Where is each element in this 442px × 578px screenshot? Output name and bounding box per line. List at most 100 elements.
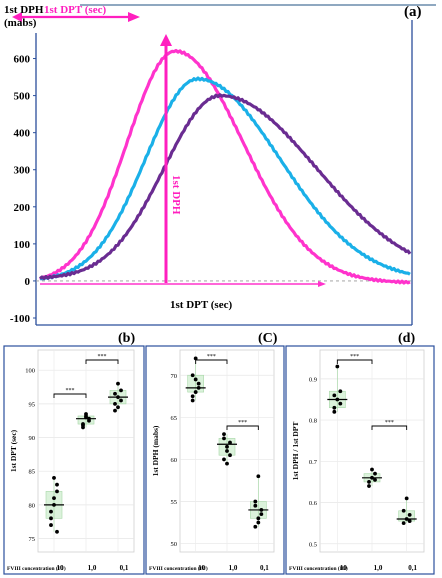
category-label: 1,0 xyxy=(88,564,97,572)
data-point xyxy=(401,508,406,513)
data-point xyxy=(84,414,88,418)
data-point xyxy=(253,499,258,504)
data-point xyxy=(407,512,412,517)
significance-bracket xyxy=(195,359,228,364)
data-point xyxy=(119,388,123,393)
ytick-label: 80 xyxy=(29,502,36,509)
vertical-arrow-label: 1st DPH xyxy=(170,175,182,215)
panel-b: 100 95 90 85 80 75 1st DPT (sec) FVIII concentr… xyxy=(3,345,145,575)
data-point xyxy=(52,496,56,501)
ytick-label: 60 xyxy=(171,457,178,464)
panel-a-label: (a) xyxy=(404,4,422,20)
data-point xyxy=(222,457,226,462)
data-point xyxy=(256,474,261,479)
data-point xyxy=(225,449,229,453)
panel-a-ytick-label: -100 xyxy=(10,313,31,325)
box-panels: 100 95 90 85 80 75 1st DPT (sec) FVIII concentr… xyxy=(3,345,435,575)
category-label: 10 xyxy=(57,564,65,572)
xlabel-title: FVIII concentration (IU) xyxy=(289,565,348,572)
data-point xyxy=(256,516,261,521)
data-point xyxy=(404,496,409,501)
ytick-label: 55 xyxy=(171,499,178,506)
data-point xyxy=(49,523,53,527)
category-label: 1,0 xyxy=(229,564,238,572)
data-point xyxy=(259,512,264,517)
panel-a-ytick-label: 100 xyxy=(14,239,31,251)
data-point xyxy=(55,529,59,534)
panel-a-y-ticks: 600 500 400 300 200 100 0 -100 xyxy=(10,54,412,325)
data-point xyxy=(113,391,117,396)
data-point xyxy=(193,390,198,394)
panel-a-ytick-label: 500 xyxy=(14,91,31,103)
top-arrow-tail xyxy=(12,12,22,22)
panel-a-curve-1 xyxy=(39,48,411,285)
data-point xyxy=(335,364,340,369)
panel-a-ytick-label: 300 xyxy=(14,165,31,177)
ytick-label: 0.7 xyxy=(309,459,318,466)
data-point xyxy=(332,393,337,398)
xlabel-title: FVIII concentration (IU) xyxy=(149,565,208,572)
xlabel-title: FVIII concentration (IU) xyxy=(7,565,66,572)
data-point xyxy=(228,440,232,445)
panel-a-ytick-label: 0 xyxy=(25,276,31,288)
panel-a-ytick-label: 400 xyxy=(14,128,31,140)
data-point xyxy=(49,516,53,521)
data-point xyxy=(370,467,374,472)
significance-bracket xyxy=(53,393,87,398)
ytick-label: 65 xyxy=(171,415,178,422)
ytick-label: 0.6 xyxy=(309,500,318,507)
panel-c-label: (C) xyxy=(258,331,278,346)
data-point xyxy=(338,401,343,406)
significance-label: *** xyxy=(238,420,247,426)
data-point xyxy=(55,482,59,487)
data-point xyxy=(55,489,59,494)
significance-bracket xyxy=(371,425,408,430)
significance-label: *** xyxy=(207,354,216,360)
top-arrow-head xyxy=(128,12,140,22)
data-point xyxy=(116,381,120,386)
data-point xyxy=(373,471,377,476)
data-point xyxy=(190,373,195,378)
data-point xyxy=(113,408,117,413)
panel-a-ylabel-line1: 1st DPH xyxy=(4,4,44,16)
baseline-arrow-head xyxy=(318,281,326,287)
panel-a-curves xyxy=(39,48,412,285)
data-point xyxy=(49,509,53,514)
panel-c: 70 65 60 55 50 1st DPH (mabs) FVIII concentrat… xyxy=(145,345,285,575)
ytick-label: 100 xyxy=(25,368,35,375)
significance-bracket xyxy=(336,359,373,364)
panel-a-xlabel: 1st DPT (sec) xyxy=(170,299,232,311)
data-point xyxy=(222,436,226,441)
significance-bracket xyxy=(226,425,259,430)
data-point xyxy=(225,444,229,449)
panel-frame xyxy=(285,345,435,575)
data-point xyxy=(193,356,198,361)
data-point xyxy=(116,405,120,410)
data-point xyxy=(225,461,229,466)
ylabel: 1st DPH (mabs) xyxy=(151,425,160,476)
ytick-label: 95 xyxy=(29,401,36,408)
vertical-arrow-head xyxy=(160,34,172,46)
category-label: 10 xyxy=(198,564,206,572)
significance-bracket xyxy=(85,359,119,364)
data-point xyxy=(253,524,258,529)
data-point xyxy=(407,519,412,523)
data-point xyxy=(332,405,337,410)
panel-d: 0.9 0.8 0.7 0.6 0.5 1st DPH / 1st DPT FVIII co… xyxy=(285,345,435,575)
data-point xyxy=(338,389,343,394)
panel-a-ytick-label: 600 xyxy=(14,54,31,66)
data-point xyxy=(190,394,195,399)
data-point xyxy=(373,477,377,482)
ytick-label: 75 xyxy=(29,536,36,543)
panel-a-ytick-label: 200 xyxy=(14,202,31,214)
panel-d-label: (d) xyxy=(398,331,415,346)
data-point xyxy=(228,453,232,458)
category-label: 0,1 xyxy=(120,564,129,572)
panel-b-label: (b) xyxy=(118,331,135,346)
ytick-label: 70 xyxy=(171,373,178,380)
category-label: 10 xyxy=(340,564,348,572)
ytick-label: 0.8 xyxy=(309,418,317,425)
data-point xyxy=(367,480,371,484)
data-point xyxy=(256,520,261,525)
data-point xyxy=(52,476,56,480)
